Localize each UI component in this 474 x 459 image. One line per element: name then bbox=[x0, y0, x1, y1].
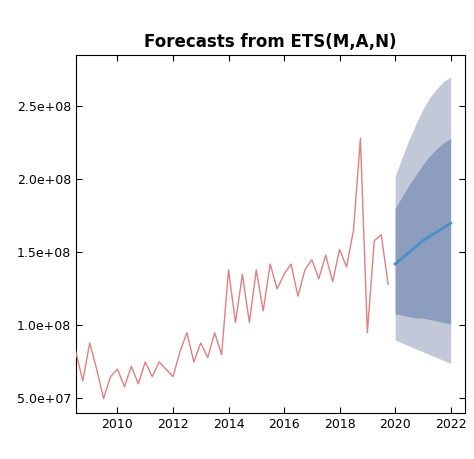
Title: Forecasts from ETS(M,A,N): Forecasts from ETS(M,A,N) bbox=[144, 33, 396, 51]
